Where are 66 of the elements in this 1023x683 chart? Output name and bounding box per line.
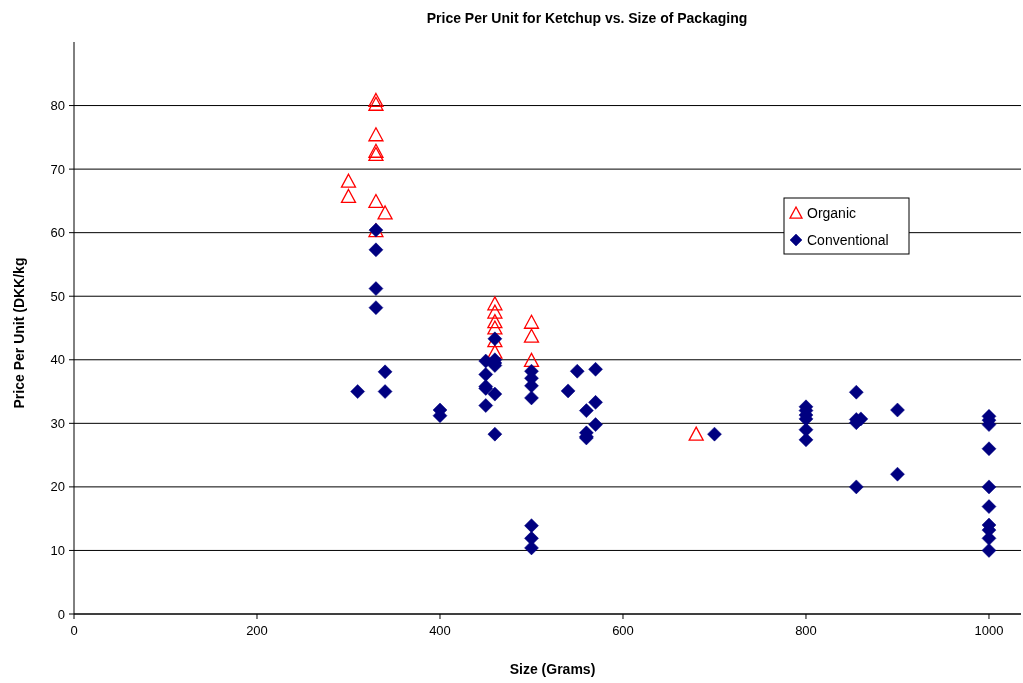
point — [368, 96, 384, 111]
y-tick-label: 40 — [50, 352, 65, 368]
point — [478, 367, 493, 382]
point — [368, 281, 384, 296]
point — [368, 143, 384, 158]
point — [688, 426, 704, 441]
point — [377, 384, 393, 399]
point — [569, 363, 585, 379]
point — [368, 127, 384, 142]
y-tick-label: 30 — [50, 415, 65, 431]
y-axis-title: Price Per Unit (DKK/kg — [11, 257, 27, 409]
chart-title: Price Per Unit for Ketchup vs. Size of Packaging — [426, 10, 748, 26]
x-axis-title: Size (Grams) — [509, 661, 596, 677]
legend-label: Conventional — [807, 231, 889, 248]
point — [981, 543, 997, 558]
point — [377, 364, 393, 380]
point — [340, 188, 357, 204]
point — [849, 384, 864, 400]
point — [368, 146, 384, 162]
point — [350, 384, 365, 399]
point — [524, 390, 539, 406]
point — [588, 417, 603, 432]
x-tick-label: 0 — [70, 623, 78, 638]
point — [588, 362, 603, 377]
point — [478, 398, 493, 413]
point — [588, 395, 603, 410]
x-tick-label: 1000 — [974, 623, 1004, 638]
point — [368, 193, 384, 209]
y-tick-label: 50 — [50, 288, 65, 304]
point — [340, 173, 357, 188]
point — [377, 205, 393, 220]
point — [981, 479, 997, 495]
y-tick-label: 70 — [50, 161, 65, 177]
point — [981, 441, 997, 457]
y-tick-label: 80 — [50, 98, 65, 114]
point — [487, 296, 503, 311]
point — [560, 383, 576, 399]
point — [523, 328, 540, 343]
x-tick-label: 200 — [246, 623, 268, 638]
point — [487, 320, 503, 335]
point — [523, 314, 540, 329]
x-tick-label: 600 — [612, 623, 634, 638]
y-tick-label: 60 — [50, 225, 65, 241]
y-tick-label: 0 — [57, 606, 65, 622]
point — [368, 300, 384, 315]
point — [981, 499, 997, 514]
point — [487, 426, 503, 442]
point — [487, 304, 503, 319]
y-tick-label: 20 — [50, 479, 65, 495]
y-tick-label: 10 — [50, 542, 65, 558]
point — [368, 92, 384, 108]
point — [487, 386, 503, 402]
point — [523, 352, 540, 368]
point — [524, 518, 539, 533]
x-tick-label: 400 — [429, 623, 451, 638]
x-tick-label: 800 — [795, 623, 817, 638]
point — [707, 426, 722, 442]
legend-label: Organic — [807, 204, 857, 221]
point — [368, 242, 384, 258]
point — [487, 344, 503, 359]
point — [849, 479, 864, 495]
point — [487, 313, 503, 329]
point — [890, 466, 905, 482]
point — [579, 403, 594, 418]
point — [890, 402, 905, 418]
point — [798, 432, 814, 448]
